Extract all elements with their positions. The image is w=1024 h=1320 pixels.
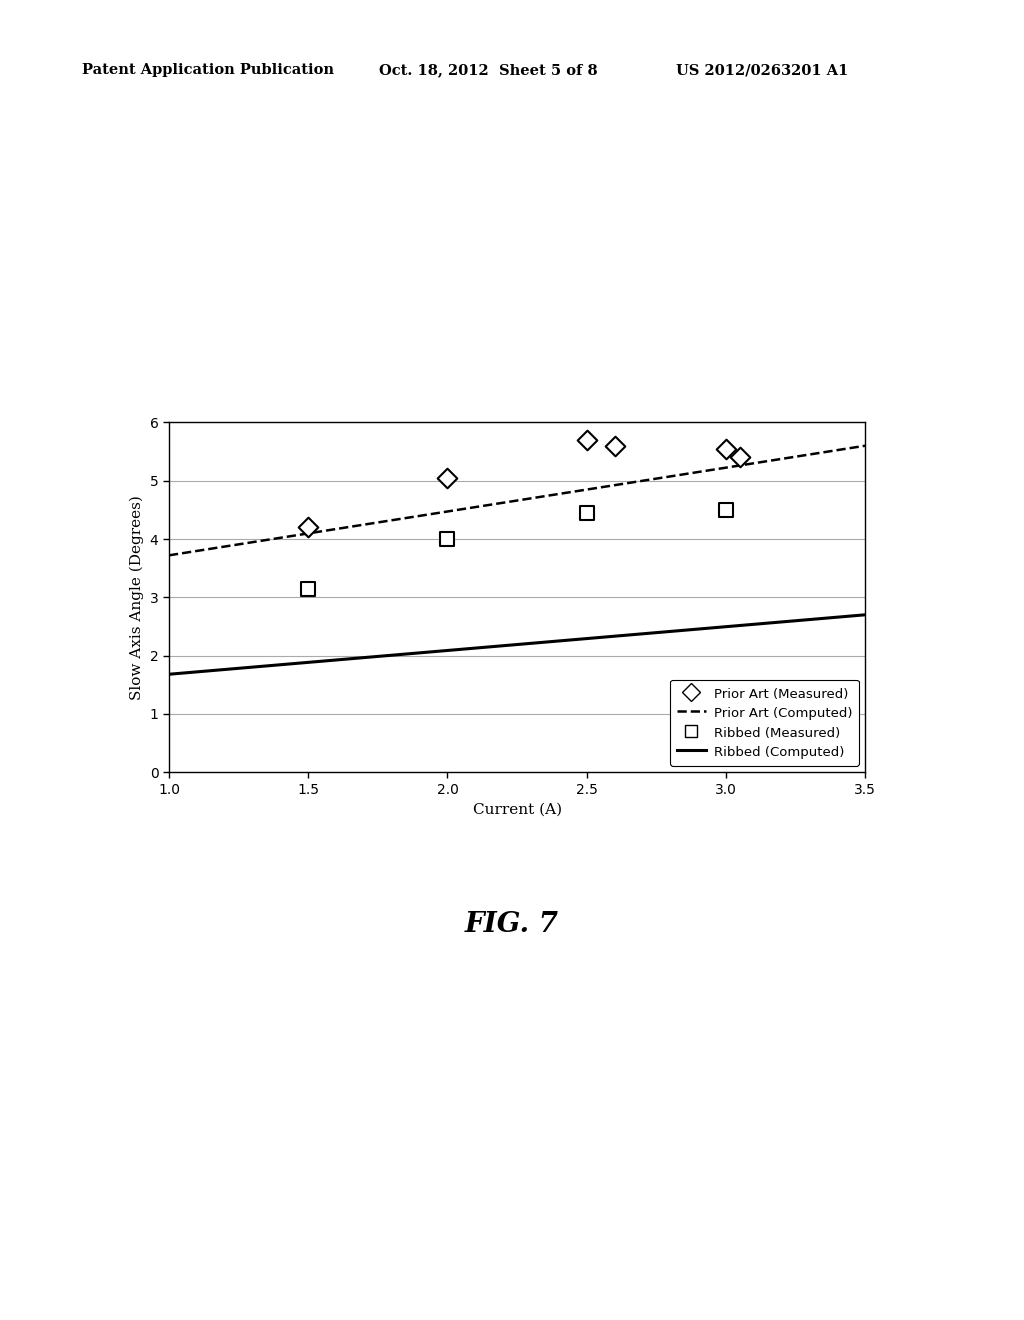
Prior Art (Measured) — [606, 436, 623, 457]
Ribbed (Measured) — [718, 499, 734, 520]
Text: Patent Application Publication: Patent Application Publication — [82, 63, 334, 78]
Text: US 2012/0263201 A1: US 2012/0263201 A1 — [676, 63, 848, 78]
Prior Art (Measured) — [300, 517, 316, 539]
Ribbed (Measured) — [579, 502, 595, 523]
Text: Oct. 18, 2012  Sheet 5 of 8: Oct. 18, 2012 Sheet 5 of 8 — [379, 63, 598, 78]
Prior Art (Measured) — [732, 446, 749, 469]
Y-axis label: Slow Axis Angle (Degrees): Slow Axis Angle (Degrees) — [130, 495, 144, 700]
Prior Art (Measured) — [579, 429, 595, 450]
Text: FIG. 7: FIG. 7 — [465, 911, 559, 937]
X-axis label: Current (A): Current (A) — [472, 803, 562, 816]
Prior Art (Measured) — [439, 467, 456, 488]
Ribbed (Measured) — [300, 578, 316, 599]
Ribbed (Measured) — [439, 528, 456, 549]
Legend: Prior Art (Measured), Prior Art (Computed), Ribbed (Measured), Ribbed (Computed): Prior Art (Measured), Prior Art (Compute… — [670, 680, 859, 766]
Prior Art (Measured) — [718, 438, 734, 459]
